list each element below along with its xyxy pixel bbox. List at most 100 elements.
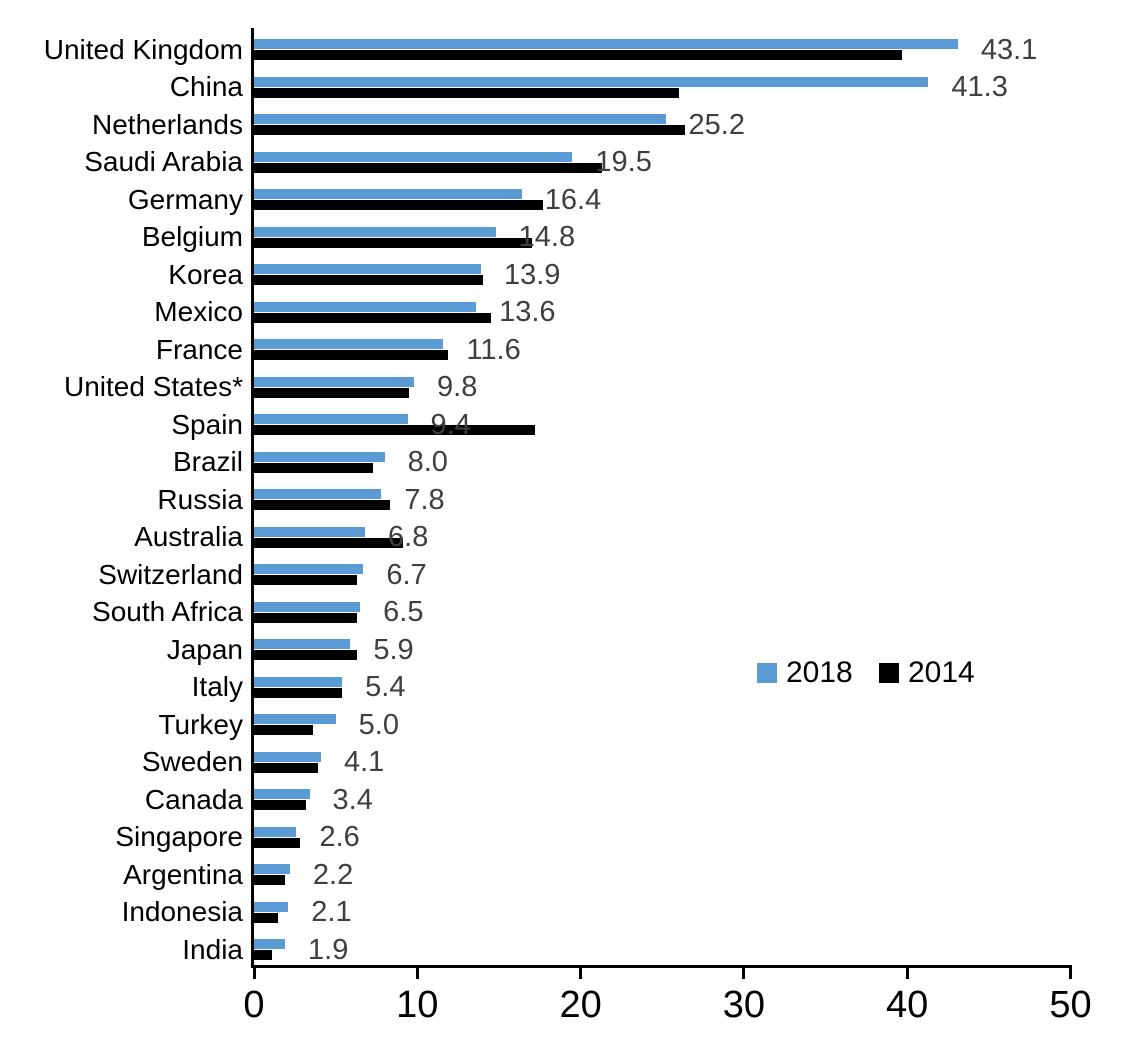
category-label-brazil: Brazil — [172, 446, 243, 478]
value-label-mexico: 13.6 — [499, 296, 556, 329]
bar-2014-korea — [254, 275, 483, 286]
value-label-canada: 3.4 — [332, 783, 373, 816]
bar-2014-saudi-arabia — [254, 162, 602, 173]
legend-label-2018: 2018 — [786, 656, 853, 689]
bar-2014-india — [254, 950, 272, 961]
bar-2018-korea — [254, 264, 481, 275]
x-tick-label-10: 10 — [396, 984, 439, 1026]
category-label-australia: Australia — [134, 521, 243, 553]
value-label-turkey: 5.0 — [358, 708, 399, 741]
category-label-japan: Japan — [166, 633, 243, 665]
bar-2018-saudi-arabia — [254, 151, 573, 162]
category-label-china: China — [169, 71, 243, 103]
category-label-spain: Spain — [171, 408, 243, 440]
category-label-sweden: Sweden — [141, 746, 243, 778]
x-tick-50 — [1069, 968, 1072, 979]
x-tick-0 — [252, 968, 256, 979]
bar-2018-switzerland — [254, 564, 364, 575]
bar-2018-south-africa — [254, 601, 361, 612]
bar-2014-russia — [254, 500, 390, 511]
bar-2014-germany — [254, 200, 544, 211]
value-label-russia: 7.8 — [404, 483, 445, 516]
bar-2014-brazil — [254, 462, 374, 473]
bar-2014-canada — [254, 800, 307, 811]
bar-2014-united-states — [254, 387, 410, 398]
x-tick-label-50: 50 — [1049, 984, 1092, 1026]
x-tick-label-20: 20 — [559, 984, 602, 1026]
category-label-germany: Germany — [127, 183, 243, 215]
bar-2014-indonesia — [254, 912, 279, 923]
category-label-argentina: Argentina — [123, 858, 243, 890]
bar-2014-turkey — [254, 725, 313, 736]
category-label-south-africa: South Africa — [92, 596, 243, 628]
bar-2018-germany — [254, 189, 522, 200]
bar-2018-australia — [254, 526, 366, 537]
value-label-korea: 13.9 — [503, 258, 561, 291]
value-label-australia: 6.8 — [388, 521, 429, 554]
value-label-belgium: 14.8 — [518, 221, 576, 254]
x-tick-20 — [579, 968, 583, 979]
bar-2014-france — [254, 350, 449, 361]
bar-2018-belgium — [254, 226, 496, 237]
x-tick-label-40: 40 — [886, 984, 929, 1026]
value-label-germany: 16.4 — [544, 183, 602, 216]
bar-2018-indonesia — [254, 901, 289, 912]
category-label-russia: Russia — [157, 483, 243, 515]
bar-2014-japan — [254, 650, 357, 661]
category-label-italy: Italy — [191, 671, 243, 703]
bar-2014-italy — [254, 687, 343, 698]
bar-2018-netherlands — [254, 114, 666, 125]
bar-2014-netherlands — [254, 125, 686, 136]
bar-2014-sweden — [254, 762, 318, 773]
bar-2014-china — [254, 87, 679, 98]
category-label-saudi-arabia: Saudi Arabia — [84, 146, 243, 178]
bar-2014-australia — [254, 537, 403, 548]
bar-2018-turkey — [254, 714, 336, 725]
category-label-singapore: Singapore — [115, 821, 243, 853]
category-label-united-states: United States* — [64, 371, 243, 403]
value-label-brazil: 8.0 — [407, 446, 448, 479]
bar-2018-united-kingdom — [254, 39, 958, 49]
value-label-japan: 5.9 — [373, 633, 414, 666]
x-tick-40 — [905, 968, 909, 979]
value-label-saudi-arabia: 19.5 — [595, 146, 652, 179]
bar-2014-spain — [254, 425, 535, 436]
category-label-united-kingdom: United Kingdom — [43, 33, 243, 65]
bar-2014-singapore — [254, 837, 300, 848]
bar-2018-india — [254, 939, 286, 950]
category-label-turkey: Turkey — [158, 708, 243, 740]
x-tick-10 — [415, 968, 419, 979]
x-tick-label-0: 0 — [243, 984, 265, 1026]
bar-2018-sweden — [254, 751, 321, 762]
value-label-italy: 5.4 — [365, 671, 406, 704]
value-label-united-states: 9.8 — [437, 371, 478, 404]
value-label-singapore: 2.6 — [319, 821, 360, 854]
bar-2018-united-states — [254, 376, 415, 387]
value-label-spain: 9.4 — [430, 408, 471, 441]
bar-2014-switzerland — [254, 575, 357, 586]
category-label-india: India — [182, 933, 243, 965]
value-label-india: 1.9 — [308, 933, 349, 966]
bar-2018-china — [254, 76, 929, 87]
bar-2018-mexico — [254, 301, 477, 312]
value-label-france: 11.6 — [466, 333, 521, 366]
y-axis-line — [251, 28, 254, 968]
value-label-china: 41.3 — [951, 71, 1008, 104]
value-label-indonesia: 2.1 — [311, 896, 352, 929]
bar-2018-japan — [254, 639, 351, 650]
legend-swatch-2014 — [879, 663, 899, 683]
x-tick-label-30: 30 — [722, 984, 766, 1026]
category-label-mexico: Mexico — [154, 296, 243, 328]
value-label-south-africa: 6.5 — [383, 596, 424, 629]
bar-2018-argentina — [254, 864, 290, 875]
value-label-switzerland: 6.7 — [386, 558, 427, 591]
legend-swatch-2018 — [757, 663, 777, 683]
bar-2014-south-africa — [254, 612, 357, 623]
category-label-switzerland: Switzerland — [98, 558, 243, 590]
legend-label-2014: 2014 — [908, 656, 975, 689]
x-tick-30 — [742, 968, 746, 979]
bar-2018-canada — [254, 789, 310, 800]
x-axis-line — [251, 965, 1072, 968]
bar-2014-argentina — [254, 875, 286, 886]
